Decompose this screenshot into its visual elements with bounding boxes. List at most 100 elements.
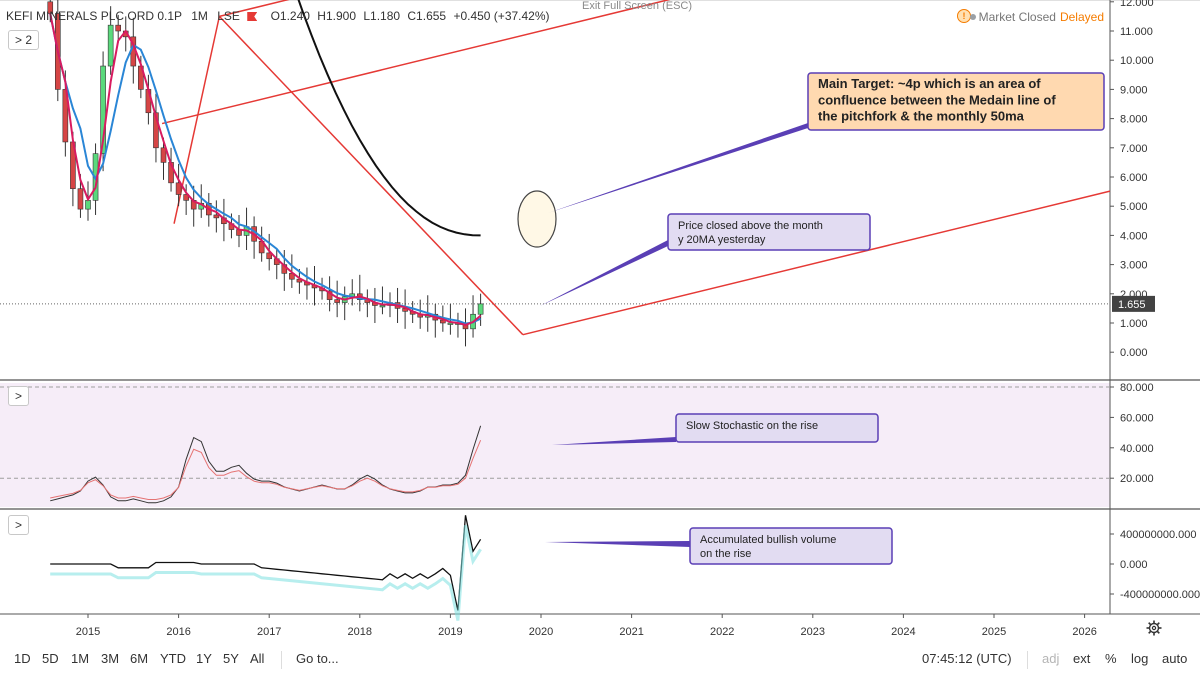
bottom-toolbar: 1D 5D 1M 3M 6M YTD 1Y 5Y All Go to... 07… (0, 645, 1200, 675)
price-tick-label: 0.000 (1120, 347, 1148, 359)
high-value: H1.900 (317, 9, 356, 23)
range-6m[interactable]: 6M (130, 651, 149, 666)
stoch-k-line (50, 425, 482, 504)
volume-tick-label: -400000000.000 (1120, 589, 1200, 601)
accum-volume-signal (50, 524, 482, 621)
time-tick-label: 2024 (891, 626, 915, 638)
price-tick-label: 1.000 (1120, 318, 1148, 330)
candle-body (175, 182, 182, 195)
volume-tick-label: 0.000 (1120, 559, 1148, 571)
candle-body (107, 24, 114, 67)
top-border (0, 0, 1200, 1)
pitchfork-handle (173, 16, 221, 224)
ma20-callout-line: y 20MA yesterday (678, 234, 766, 246)
price-tick-label: 10.000 (1120, 55, 1154, 67)
pitchfork-handle (218, 15, 524, 336)
volume-callout-pointer (545, 541, 690, 547)
exit-fullscreen-hint[interactable]: Exit Full Screen (ESC) (582, 0, 693, 12)
utc-clock[interactable]: 07:45:12 (UTC) (922, 651, 1012, 666)
ma20-callout-pointer (540, 240, 668, 306)
ma20-callout-line: Price closed above the month (678, 220, 823, 232)
volume-callout-line: on the rise (700, 548, 751, 560)
time-tick-label: 2021 (619, 626, 643, 638)
target-callout-line: the pitchfork & the monthly 50ma (818, 109, 1025, 124)
stoch-pane-toggle[interactable]: > (8, 386, 30, 406)
time-tick-label: 2026 (1072, 626, 1096, 638)
time-tick-label: 2015 (76, 626, 100, 638)
stoch-d-line (50, 440, 482, 500)
range-1m[interactable]: 1M (71, 651, 90, 666)
stoch-callout-line: Slow Stochastic on the rise (686, 420, 818, 432)
adj-toggle[interactable]: adj (1042, 651, 1060, 666)
target-callout: Main Target: ~4p which is an area of con… (548, 72, 1105, 213)
price-tick-label: 3.000 (1120, 260, 1148, 272)
delayed-label: Delayed (1059, 10, 1104, 24)
main-indicators-toggle[interactable]: > 2 (8, 30, 40, 50)
ma20-callout-box (667, 213, 871, 251)
target-callout-box (807, 72, 1105, 131)
time-tick-label: 2022 (710, 626, 734, 638)
price-tick-label: 12.000 (1120, 0, 1154, 9)
time-tick-label: 2020 (529, 626, 553, 638)
interval-label[interactable]: 1M (191, 9, 208, 23)
goto-date-button[interactable]: Go to... (296, 651, 339, 666)
ma50-line (297, 0, 481, 237)
price-tick-label: 5.000 (1120, 201, 1148, 213)
target-callout-line: confluence between the Medain line of (818, 92, 1056, 107)
stochastic-series (50, 425, 482, 504)
candle-body (115, 24, 121, 32)
log-toggle[interactable]: log (1131, 651, 1149, 666)
range-5y[interactable]: 5Y (223, 651, 239, 666)
candle-body (47, 1, 54, 14)
ma10-line (49, 13, 482, 326)
stoch-callout: Slow Stochastic on the rise (552, 413, 879, 445)
stoch-callout-pointer (552, 437, 676, 445)
time-tick-label: 2018 (348, 626, 372, 638)
volume-pane-toggle[interactable]: > (8, 515, 30, 535)
candle-body (100, 65, 106, 154)
target-ellipse (517, 190, 557, 248)
stoch-tick-label: 80.000 (1120, 382, 1154, 394)
stoch-tick-label: 60.000 (1120, 412, 1154, 424)
volume-callout-line: Accumulated bullish volume (700, 534, 836, 546)
ma20-line (49, 13, 482, 325)
range-all[interactable]: All (250, 651, 265, 666)
range-5d[interactable]: 5D (42, 651, 59, 666)
ext-toggle[interactable]: ext (1073, 651, 1091, 666)
candles (47, 0, 484, 347)
range-1d[interactable]: 1D (14, 651, 31, 666)
market-closed-label: Market Closed (978, 10, 1056, 24)
settings-gear-icon[interactable] (1146, 620, 1162, 636)
toolbar-divider (281, 651, 282, 669)
range-1y[interactable]: 1Y (196, 651, 212, 666)
exchange-label: LSE (217, 9, 240, 23)
candle-body (334, 299, 340, 303)
candle-body (85, 200, 91, 210)
range-3m[interactable]: 3M (101, 651, 120, 666)
volume-series (50, 515, 482, 621)
low-value: L1.180 (363, 9, 401, 23)
stoch-callout-box (675, 413, 879, 443)
change-value: +0.450 (+37.42%) (453, 9, 550, 23)
target-callout-pointer (548, 123, 808, 213)
volume-tick-label: 400000000.000 (1120, 529, 1196, 541)
auto-toggle[interactable]: auto (1162, 651, 1188, 666)
volume-callout: Accumulated bullish volume on the rise (545, 527, 893, 565)
range-ytd[interactable]: YTD (160, 651, 186, 666)
stoch-band-background (0, 383, 1110, 507)
ma20-callout: Price closed above the month y 20MA yeste… (540, 213, 871, 306)
status-dot-icon (969, 14, 976, 20)
price-tick-label: 9.000 (1120, 84, 1148, 96)
symbol-legend: KEFI MINERALS PLC ORD 0.1P 1M LSE O1.240… (6, 9, 550, 23)
price-tick-label: 11.000 (1120, 26, 1153, 38)
percent-toggle[interactable]: % (1105, 651, 1117, 666)
symbol-name[interactable]: KEFI MINERALS PLC ORD 0.1P (6, 9, 182, 23)
stoch-tick-label: 40.000 (1120, 443, 1154, 455)
target-callout-line: Main Target: ~4p which is an area of (818, 76, 1041, 91)
candle-body (477, 303, 484, 315)
flag-icon (247, 12, 258, 21)
pitchfork (161, 0, 1111, 336)
price-tick-label: 7.000 (1120, 143, 1148, 155)
